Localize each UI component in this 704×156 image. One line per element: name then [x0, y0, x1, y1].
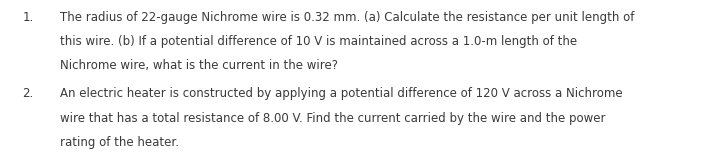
Text: The radius of 22-gauge Nichrome wire is 0.32 mm. (a) Calculate the resistance pe: The radius of 22-gauge Nichrome wire is … — [60, 11, 634, 24]
Text: wire that has a total resistance of 8.00 V. Find the current carried by the wire: wire that has a total resistance of 8.00… — [60, 112, 605, 124]
Text: An electric heater is constructed by applying a potential difference of 120 V ac: An electric heater is constructed by app… — [60, 87, 622, 100]
Text: this wire. (b) If a potential difference of 10 V is maintained across a 1.0-m le: this wire. (b) If a potential difference… — [60, 35, 577, 48]
Text: rating of the heater.: rating of the heater. — [60, 136, 179, 149]
Text: Nichrome wire, what is the current in the wire?: Nichrome wire, what is the current in th… — [60, 59, 338, 72]
Text: 2.: 2. — [23, 87, 34, 100]
Text: 1.: 1. — [23, 11, 34, 24]
